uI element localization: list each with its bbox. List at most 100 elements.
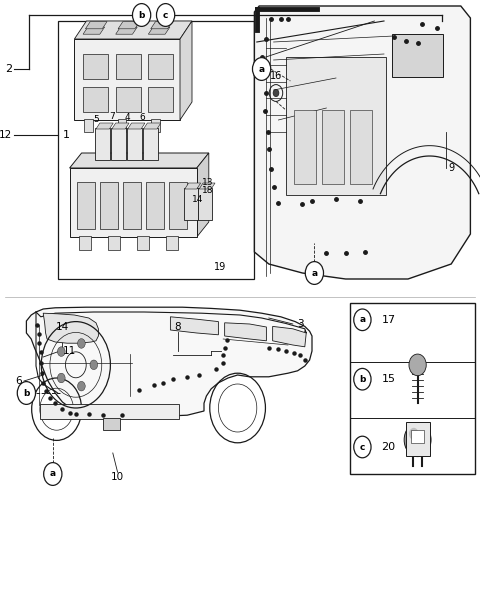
FancyBboxPatch shape <box>350 303 475 474</box>
Circle shape <box>17 382 36 404</box>
FancyBboxPatch shape <box>83 87 108 112</box>
Polygon shape <box>85 22 107 29</box>
Polygon shape <box>118 22 140 29</box>
Text: 14: 14 <box>192 194 204 203</box>
Text: c: c <box>163 10 168 19</box>
Text: 20: 20 <box>382 442 396 452</box>
Polygon shape <box>144 123 161 129</box>
Polygon shape <box>151 22 172 29</box>
FancyBboxPatch shape <box>95 128 110 160</box>
Text: 2: 2 <box>5 64 12 74</box>
Circle shape <box>273 89 279 97</box>
FancyBboxPatch shape <box>143 128 158 160</box>
Polygon shape <box>70 153 209 168</box>
Text: 14: 14 <box>56 322 69 332</box>
Polygon shape <box>83 27 105 34</box>
Text: 10: 10 <box>111 472 124 482</box>
Polygon shape <box>128 123 145 129</box>
FancyBboxPatch shape <box>169 182 187 229</box>
Polygon shape <box>116 27 137 34</box>
Text: a: a <box>360 316 365 324</box>
Text: 9: 9 <box>449 163 455 173</box>
Text: b: b <box>359 374 366 384</box>
Text: 7: 7 <box>109 112 115 121</box>
Polygon shape <box>96 123 113 129</box>
Text: 17: 17 <box>382 315 396 325</box>
FancyBboxPatch shape <box>40 404 179 419</box>
FancyBboxPatch shape <box>148 54 173 79</box>
Text: 1: 1 <box>62 130 70 140</box>
Text: 5: 5 <box>93 115 99 124</box>
Circle shape <box>409 354 426 376</box>
FancyBboxPatch shape <box>322 110 344 184</box>
FancyBboxPatch shape <box>103 418 120 430</box>
FancyBboxPatch shape <box>411 430 424 443</box>
Polygon shape <box>170 317 218 335</box>
Polygon shape <box>273 326 306 347</box>
Polygon shape <box>148 27 170 34</box>
FancyBboxPatch shape <box>123 182 141 229</box>
FancyBboxPatch shape <box>148 87 173 112</box>
Circle shape <box>78 382 85 391</box>
Circle shape <box>156 4 175 26</box>
Circle shape <box>354 309 371 331</box>
FancyBboxPatch shape <box>406 422 430 456</box>
Circle shape <box>404 423 431 457</box>
FancyBboxPatch shape <box>198 188 212 220</box>
Text: a: a <box>50 469 56 479</box>
Text: 6: 6 <box>139 113 145 122</box>
Polygon shape <box>254 6 470 279</box>
Circle shape <box>252 58 271 80</box>
FancyBboxPatch shape <box>84 119 93 132</box>
FancyBboxPatch shape <box>166 236 178 250</box>
Text: 11: 11 <box>62 346 76 356</box>
FancyBboxPatch shape <box>83 54 108 79</box>
Text: 8: 8 <box>174 322 181 332</box>
Circle shape <box>58 347 65 356</box>
Circle shape <box>305 262 324 284</box>
FancyBboxPatch shape <box>118 119 126 132</box>
Polygon shape <box>225 323 266 341</box>
FancyBboxPatch shape <box>294 110 316 184</box>
Text: b: b <box>138 10 145 19</box>
Text: c: c <box>360 443 365 451</box>
Polygon shape <box>180 21 192 120</box>
Polygon shape <box>74 21 192 39</box>
FancyBboxPatch shape <box>350 110 372 184</box>
Text: 15: 15 <box>382 374 396 384</box>
FancyBboxPatch shape <box>100 182 118 229</box>
Polygon shape <box>70 168 197 237</box>
FancyBboxPatch shape <box>116 87 141 112</box>
FancyBboxPatch shape <box>184 188 198 220</box>
FancyBboxPatch shape <box>286 57 386 195</box>
Text: 6: 6 <box>15 376 22 386</box>
Text: a: a <box>259 64 264 73</box>
Text: 4: 4 <box>124 113 130 122</box>
FancyBboxPatch shape <box>392 34 443 77</box>
Polygon shape <box>74 39 180 120</box>
Polygon shape <box>112 123 129 129</box>
Text: 16: 16 <box>270 71 282 81</box>
Circle shape <box>44 463 62 485</box>
FancyBboxPatch shape <box>77 182 95 229</box>
Text: 3: 3 <box>298 319 304 329</box>
Text: 13: 13 <box>202 178 213 187</box>
Polygon shape <box>185 183 201 189</box>
FancyBboxPatch shape <box>151 119 160 132</box>
Circle shape <box>354 436 371 458</box>
Circle shape <box>58 373 65 383</box>
Text: 19: 19 <box>214 262 226 272</box>
Circle shape <box>78 338 85 348</box>
FancyBboxPatch shape <box>127 128 142 160</box>
Text: b: b <box>23 389 30 398</box>
Circle shape <box>132 4 151 26</box>
Text: 18: 18 <box>202 186 213 195</box>
Circle shape <box>354 368 371 390</box>
FancyBboxPatch shape <box>146 182 164 229</box>
FancyBboxPatch shape <box>137 236 149 250</box>
Text: a: a <box>312 269 317 277</box>
Text: 12: 12 <box>0 130 12 140</box>
FancyBboxPatch shape <box>79 236 91 250</box>
Circle shape <box>409 428 419 440</box>
FancyBboxPatch shape <box>58 21 254 279</box>
